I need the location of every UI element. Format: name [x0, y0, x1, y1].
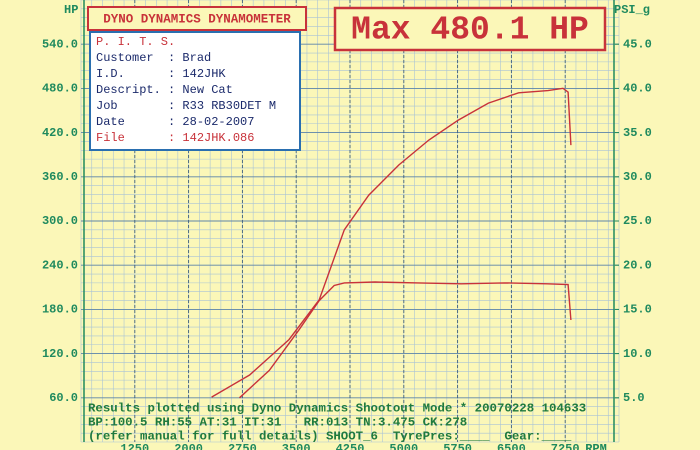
title: DYNO DYNAMICS DYNAMOMETER [103, 12, 291, 26]
y-tick-label: 360.0 [42, 170, 78, 184]
left-axis-unit: HP [64, 3, 78, 17]
footer-line: (refer manual for full details) SHOOT_6 … [88, 429, 572, 443]
x-tick-label: 5750 [443, 442, 472, 450]
info-box [89, 31, 301, 151]
info-rows: Customer : Brad I.D. : 142JHK Descript. : … [96, 51, 276, 129]
info-row: Job : R33 RB30DET M [96, 99, 276, 113]
y-tick-label: 240.0 [42, 258, 78, 272]
right-axis-unit: PSI_g [614, 3, 650, 17]
series-line [211, 87, 572, 398]
y-tick-label: 60.0 [49, 391, 78, 405]
footer-line: Results plotted using Dyno Dynamics Shoo… [88, 401, 586, 415]
series-line [239, 281, 572, 399]
footer-line: BP:100.5 RH:55 AT:31 IT:31 RR:013 TN:3.4… [88, 415, 467, 429]
info-row: I.D. : 142JHK [96, 67, 226, 81]
x-tick-label: 6500 [497, 442, 526, 450]
info-row: Descript. : New Cat [96, 83, 233, 97]
x-axis-label: RPM [585, 442, 607, 450]
y-tick-label: 300.0 [42, 214, 78, 228]
y2-tick-label: 35.0 [623, 126, 652, 140]
x-tick-label: 2750 [228, 442, 257, 450]
y2-tick-label: 45.0 [623, 37, 652, 51]
y-tick-label: 420.0 [42, 126, 78, 140]
x-tick-label: 1250 [120, 442, 149, 450]
y2-tick-label: 40.0 [623, 82, 652, 96]
y2-tick-label: 20.0 [623, 258, 652, 272]
plot [211, 87, 572, 399]
y2-tick-label: 5.0 [623, 391, 645, 405]
y2-tick-label: 30.0 [623, 170, 652, 184]
info-row: Date : 28-02-2007 [96, 115, 254, 129]
info-heading: P. I. T. S. [96, 35, 175, 49]
y2-tick-label: 15.0 [623, 303, 652, 317]
y-tick-label: 480.0 [42, 82, 78, 96]
info-row: Customer : Brad [96, 51, 211, 65]
x-tick-label: 2000 [174, 442, 203, 450]
title-box [87, 6, 307, 31]
x-tick-label: 7250 [551, 442, 580, 450]
max-label: Max 480.1 HP [351, 12, 589, 49]
info-file: File : 142JHK.086 [96, 131, 254, 145]
footer: Results plotted using Dyno Dynamics Shoo… [88, 401, 586, 443]
y-tick-label: 540.0 [42, 37, 78, 51]
y2-tick-label: 10.0 [623, 347, 652, 361]
x-tick-label: 3500 [282, 442, 311, 450]
x-tick-label: 4250 [336, 442, 365, 450]
y-tick-label: 120.0 [42, 347, 78, 361]
x-tick-label: 5000 [389, 442, 418, 450]
y2-tick-label: 25.0 [623, 214, 652, 228]
max-box [333, 6, 607, 52]
y-tick-label: 180.0 [42, 303, 78, 317]
